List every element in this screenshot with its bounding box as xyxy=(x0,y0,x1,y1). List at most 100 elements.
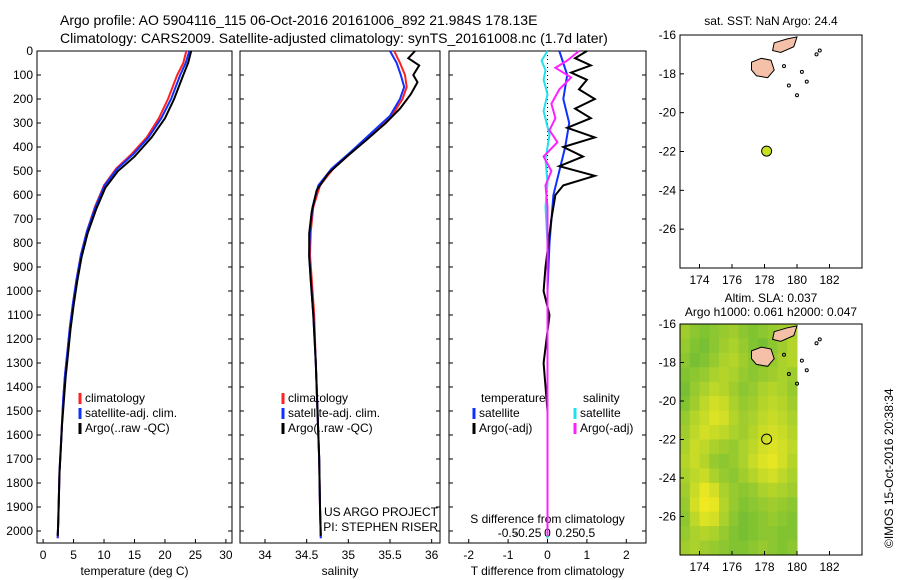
sla-cell xyxy=(748,324,759,339)
sla-cell xyxy=(738,324,749,339)
difference-xtick-label: 0 xyxy=(544,548,551,562)
depth-tick-label: 100 xyxy=(13,68,33,82)
island-vanua-levu xyxy=(772,325,798,342)
map-ytick-label: -26 xyxy=(659,222,677,236)
sla-cell xyxy=(709,396,720,412)
sla-cell xyxy=(699,425,710,441)
sla-cell xyxy=(728,425,740,441)
sla-cell xyxy=(758,540,769,556)
sla-cell xyxy=(699,352,710,368)
sla-cell xyxy=(689,511,701,527)
sla-cell xyxy=(699,453,710,469)
sla-cell xyxy=(728,526,740,542)
sla-cell xyxy=(738,410,749,426)
map-xtick-label: 174 xyxy=(689,560,709,574)
sla-cell xyxy=(758,482,769,498)
sla-cell xyxy=(738,526,749,542)
sla-cell xyxy=(738,381,749,397)
sla-cell xyxy=(748,381,759,397)
sla-cell xyxy=(709,338,720,354)
islet-marker xyxy=(799,69,804,74)
salinity-xtick-label: 35 xyxy=(342,548,356,562)
sla-cell xyxy=(787,497,798,513)
islet-marker xyxy=(786,83,791,88)
sla-cell xyxy=(748,468,759,484)
sla-cell xyxy=(689,352,701,368)
sla-cell xyxy=(777,482,788,498)
depth-tick-label: 1200 xyxy=(6,332,33,346)
temperature-xtick-label: 15 xyxy=(128,548,142,562)
sla-cell xyxy=(709,482,720,498)
salinity-diff-tick-label: 0.5 xyxy=(579,526,596,540)
difference-xtick-label: -2 xyxy=(463,548,474,562)
islet-marker xyxy=(804,368,809,373)
series-line-s-argo-adj- xyxy=(542,50,580,536)
sla-cell xyxy=(767,396,778,412)
legend-head-salinity: salinity xyxy=(583,391,620,405)
sla-cell xyxy=(777,511,788,527)
sla-cell xyxy=(777,381,788,397)
sla-cell xyxy=(689,396,701,412)
sla-cell xyxy=(767,439,778,455)
sla-cell xyxy=(758,497,769,513)
sla-cell xyxy=(728,468,740,484)
sla-cell xyxy=(709,367,720,383)
sla-cell xyxy=(758,526,769,542)
depth-tick-label: 700 xyxy=(13,212,33,226)
island-vanua-levu xyxy=(772,36,798,54)
sla-cell xyxy=(738,482,749,498)
sla-cell xyxy=(709,468,720,484)
map-xtick-label: 182 xyxy=(819,560,839,574)
sla-cell xyxy=(689,526,701,542)
map-ytick-label: -22 xyxy=(659,433,677,447)
sla-cell xyxy=(709,381,720,397)
sla-cell xyxy=(728,453,740,469)
salinity-xtick-label: 34.5 xyxy=(295,548,319,562)
sla-cell xyxy=(699,482,710,498)
sst-map-panel: 174 176 178 180 182 -16 -18 -20 -22 -24 -26 sat. SS… xyxy=(659,14,863,287)
depth-tick-label: 800 xyxy=(13,236,33,250)
pi-annotation: PI: STEPHEN RISER xyxy=(323,520,438,534)
sla-cell xyxy=(728,410,740,426)
sla-cell xyxy=(719,425,730,441)
sla-cell xyxy=(758,396,769,412)
sla-cell xyxy=(728,540,740,556)
islet-marker xyxy=(817,48,822,53)
sla-cell xyxy=(738,468,749,484)
map-ytick-label: -18 xyxy=(659,356,677,370)
sla-cell xyxy=(767,497,778,513)
island-viti-levu xyxy=(751,57,775,79)
sla-cell xyxy=(719,410,730,426)
sla-cell xyxy=(709,410,720,426)
sla-cell xyxy=(719,497,730,513)
temperature-xtick-label: 5 xyxy=(70,548,77,562)
sla-cell xyxy=(767,367,778,383)
difference-panel: -2 -1 0 1 2 T difference from climatology -0.5… xyxy=(448,50,647,578)
sla-cell xyxy=(787,526,798,542)
map-ytick-label: -16 xyxy=(659,317,677,331)
sla-cell xyxy=(758,381,769,397)
sla-cell xyxy=(777,396,788,412)
sla-cell xyxy=(689,468,701,484)
sla-cell xyxy=(777,338,788,354)
sla-cell xyxy=(680,540,691,556)
sla-cell xyxy=(680,526,691,542)
sla-cell xyxy=(689,453,701,469)
sla-cell xyxy=(777,497,788,513)
map-ytick-label: -22 xyxy=(659,145,677,159)
sla-cell xyxy=(719,540,730,556)
sla-cell xyxy=(699,410,710,426)
sla-cell xyxy=(709,540,720,556)
sla-cell xyxy=(680,482,691,498)
sla-cell xyxy=(719,324,730,339)
sla-cell xyxy=(738,540,749,556)
sla-cell xyxy=(767,381,778,397)
sla-cell xyxy=(738,425,749,441)
float-position-marker xyxy=(761,145,773,157)
sla-cell xyxy=(777,468,788,484)
sla-cell xyxy=(758,439,769,455)
map-ytick-label: -24 xyxy=(659,471,677,485)
sla-cell xyxy=(689,324,701,339)
sla-cell xyxy=(709,425,720,441)
